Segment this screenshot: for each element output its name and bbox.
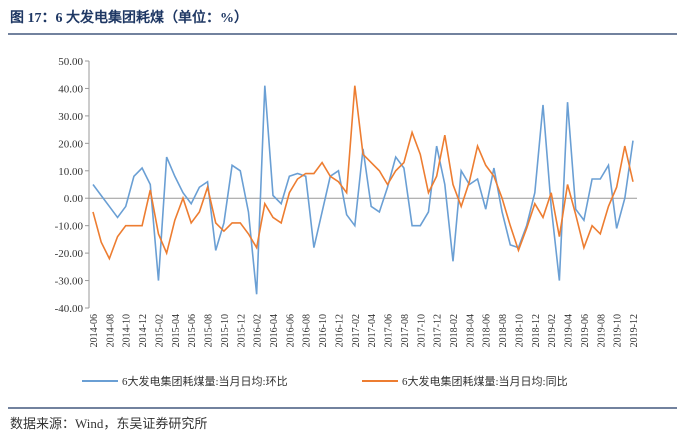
y-tick-label: -10.00 <box>55 221 84 233</box>
x-tick-label: 2015-10 <box>220 314 231 347</box>
y-tick-label: 10.00 <box>58 166 83 178</box>
x-tick-label: 2016-12 <box>334 314 345 347</box>
x-tick-label: 2017-08 <box>400 314 411 347</box>
x-tick-label: 2015-06 <box>187 314 198 347</box>
x-tick-label: 2017-10 <box>416 314 427 347</box>
x-tick-label: 2016-04 <box>269 314 280 347</box>
y-tick-label: -20.00 <box>55 248 84 260</box>
x-tick-label: 2016-02 <box>253 314 264 347</box>
x-tick-label: 2014-10 <box>122 314 133 347</box>
y-tick-label: 20.00 <box>58 138 83 150</box>
x-tick-label: 2018-08 <box>498 314 509 347</box>
y-tick-label: 0.00 <box>64 193 84 205</box>
x-tick-label: 2019-04 <box>564 314 575 347</box>
y-tick-label: -30.00 <box>55 276 84 288</box>
x-tick-label: 2019-06 <box>580 314 591 347</box>
x-tick-label: 2019-10 <box>613 314 624 347</box>
x-tick-label: 2015-02 <box>154 314 165 347</box>
x-tick-label: 2017-06 <box>384 314 395 347</box>
y-tick-label: 40.00 <box>58 83 83 95</box>
x-tick-label: 2015-08 <box>204 314 215 347</box>
x-tick-label: 2017-04 <box>367 314 378 347</box>
series-line <box>92 85 634 295</box>
x-tick-label: 2016-08 <box>302 314 313 347</box>
series-line <box>92 85 634 261</box>
x-tick-label: 2018-12 <box>531 314 542 347</box>
x-tick-label: 2017-02 <box>351 314 362 347</box>
x-tick-label: 2019-12 <box>629 314 640 347</box>
x-tick-label: 2014-12 <box>138 314 149 347</box>
x-tick-label: 2019-02 <box>547 314 558 347</box>
x-tick-label: 2018-06 <box>482 314 493 347</box>
chart-title: 图 17：6 大发电集团耗煤（单位：%） <box>10 9 248 26</box>
y-tick-label: 50.00 <box>58 56 83 68</box>
x-tick-label: 2016-10 <box>318 314 329 347</box>
x-tick-label: 2018-04 <box>465 314 476 347</box>
x-tick-label: 2014-08 <box>105 314 116 347</box>
source: 数据来源：Wind，东吴证券研究所 <box>10 416 207 431</box>
x-tick-label: 2019-08 <box>596 314 607 347</box>
x-tick-label: 2016-06 <box>285 314 296 347</box>
legend-label: 6大发电集团耗煤量:当月日均:同比 <box>402 374 568 388</box>
y-tick-label: -40.00 <box>55 303 84 315</box>
x-tick-label: 2014-06 <box>89 314 100 347</box>
x-tick-label: 2015-04 <box>171 314 182 347</box>
legend-label: 6大发电集团耗煤量:当月日均:环比 <box>122 374 288 388</box>
x-tick-label: 2015-12 <box>236 314 247 347</box>
y-tick-label: 30.00 <box>58 111 83 123</box>
x-tick-label: 2017-12 <box>433 314 444 347</box>
x-tick-label: 2018-10 <box>514 314 525 347</box>
x-tick-label: 2018-02 <box>449 314 460 347</box>
